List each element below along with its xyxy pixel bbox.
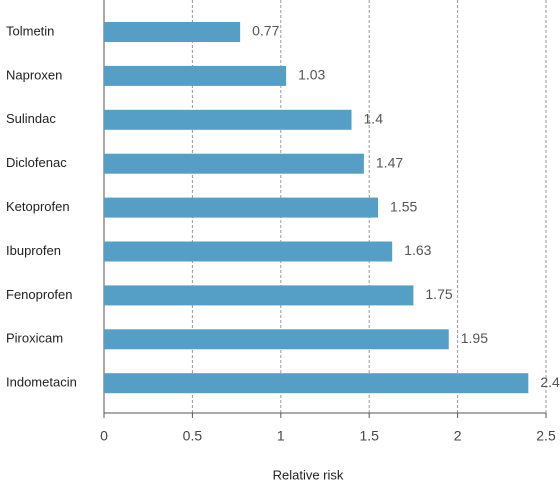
value-label: 2.4 bbox=[540, 374, 560, 390]
bar bbox=[104, 197, 379, 218]
value-label: 1.75 bbox=[425, 286, 452, 302]
bar bbox=[104, 329, 449, 350]
x-tick-label: 1.5 bbox=[359, 428, 379, 444]
y-tick-label: Indometacin bbox=[6, 375, 77, 390]
y-tick-label: Ibuprofen bbox=[6, 243, 61, 258]
x-tick-label: 2 bbox=[454, 428, 462, 444]
value-label: 0.77 bbox=[252, 23, 279, 39]
x-tick-label: 2.5 bbox=[536, 428, 556, 444]
x-tick-label: 0.5 bbox=[183, 428, 203, 444]
bar bbox=[104, 241, 393, 262]
value-label: 1.55 bbox=[390, 198, 417, 214]
y-tick-label: Sulindac bbox=[6, 111, 56, 126]
bar bbox=[104, 153, 364, 174]
bar bbox=[104, 109, 352, 130]
bar bbox=[104, 373, 529, 394]
bar bbox=[104, 65, 287, 86]
bar bbox=[104, 22, 241, 42]
y-tick-label: Piroxicam bbox=[6, 331, 63, 346]
y-tick-label: Fenoprofen bbox=[6, 287, 73, 302]
value-label: 1.4 bbox=[364, 111, 384, 127]
x-tick-label: 1 bbox=[277, 428, 285, 444]
y-tick-label: Ketoprofen bbox=[6, 199, 70, 214]
y-tick-label: Naproxen bbox=[6, 67, 62, 82]
x-tick-label: 0 bbox=[100, 428, 108, 444]
y-tick-label: Tolmetin bbox=[6, 23, 54, 38]
y-tick-label: Diclofenac bbox=[6, 155, 67, 170]
bar bbox=[104, 285, 414, 306]
value-label: 1.47 bbox=[376, 154, 403, 170]
x-axis-label: Relative risk bbox=[273, 467, 344, 482]
value-label: 1.63 bbox=[404, 242, 431, 258]
value-label: 1.03 bbox=[298, 67, 325, 83]
value-label: 1.95 bbox=[461, 330, 488, 346]
